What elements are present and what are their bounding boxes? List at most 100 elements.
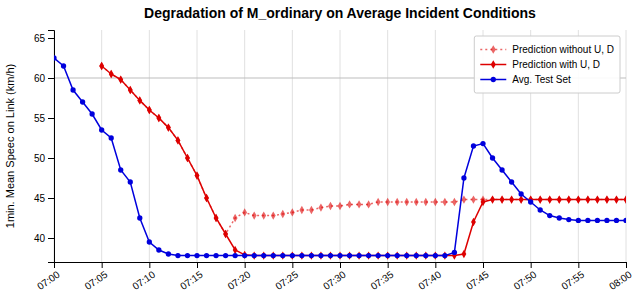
point-marker <box>147 239 152 244</box>
point-marker <box>404 253 409 258</box>
y-tick: 40 <box>34 233 54 244</box>
x-tick-label: 07:25 <box>273 268 300 292</box>
point-marker <box>576 195 581 203</box>
point-marker <box>519 195 524 203</box>
x-tick: 07:05 <box>83 262 110 292</box>
point-marker <box>242 253 247 258</box>
point-marker <box>499 167 504 172</box>
x-tick-mark <box>340 262 341 268</box>
point-marker <box>557 195 562 203</box>
point-marker <box>528 195 533 203</box>
point-marker <box>423 251 428 259</box>
x-tick-mark <box>102 262 103 268</box>
point-marker <box>605 195 610 203</box>
point-marker <box>480 141 485 146</box>
x-tick-mark <box>197 262 198 268</box>
point-marker <box>347 251 352 259</box>
x-grid-line <box>626 30 627 262</box>
y-tick-label: 45 <box>34 193 46 204</box>
legend-marker <box>491 60 496 69</box>
point-marker <box>500 195 505 203</box>
point-marker <box>214 214 219 222</box>
chart-container: 07:0007:0507:1007:1507:2007:2507:3007:35… <box>0 0 640 308</box>
x-tick-mark <box>483 262 484 268</box>
point-marker <box>280 210 285 218</box>
point-marker <box>376 198 381 206</box>
point-marker <box>54 55 57 60</box>
point-marker <box>452 198 457 206</box>
point-marker <box>433 253 438 258</box>
point-marker <box>471 143 476 148</box>
point-marker <box>290 253 295 258</box>
point-marker <box>614 195 619 203</box>
x-tick-label: 07:40 <box>416 268 443 292</box>
point-marker <box>99 127 104 132</box>
legend-item: Prediction with U, D <box>480 59 600 70</box>
point-marker <box>175 253 180 258</box>
x-tick: 07:20 <box>226 262 253 292</box>
point-marker <box>509 195 514 203</box>
point-marker <box>519 195 524 203</box>
point-marker <box>614 195 619 203</box>
point-marker <box>328 251 333 259</box>
point-marker <box>547 195 552 203</box>
x-tick-mark <box>531 262 532 268</box>
x-tick-mark <box>388 262 389 268</box>
point-marker <box>318 253 323 258</box>
point-marker <box>137 96 142 104</box>
point-marker <box>89 111 94 116</box>
y-axis-title: 1min. Mean Speec on Link (km/h) <box>4 64 16 228</box>
y-tick: 45 <box>34 193 54 204</box>
point-marker <box>290 208 295 216</box>
point-marker <box>585 195 590 203</box>
y-tick-label: 60 <box>34 73 46 84</box>
point-marker <box>232 253 237 258</box>
point-marker <box>538 195 543 203</box>
point-marker <box>490 195 495 203</box>
point-marker <box>252 253 257 258</box>
legend-item: Avg. Test Set <box>480 74 571 85</box>
legend-label: Avg. Test Set <box>512 74 571 85</box>
point-marker <box>481 198 486 206</box>
x-grid-line <box>244 30 245 262</box>
x-tick: 07:35 <box>369 262 396 292</box>
point-marker <box>109 70 114 78</box>
point-marker <box>137 215 142 220</box>
point-marker <box>557 195 562 203</box>
legend-marker <box>491 45 496 54</box>
x-tick: 07:40 <box>416 262 443 292</box>
point-marker <box>442 251 447 259</box>
point-marker <box>99 62 104 70</box>
legend-marker <box>491 77 496 82</box>
point-marker <box>528 195 533 203</box>
point-marker <box>357 200 362 208</box>
legend-box <box>474 36 620 93</box>
point-marker <box>433 198 438 206</box>
point-marker <box>223 253 228 258</box>
point-marker <box>271 251 276 259</box>
point-marker <box>194 253 199 258</box>
point-marker <box>128 179 133 184</box>
point-marker <box>347 200 352 208</box>
point-marker <box>338 202 343 210</box>
point-marker <box>338 251 343 259</box>
point-marker <box>423 198 428 206</box>
point-marker <box>595 218 600 223</box>
point-marker <box>185 253 190 258</box>
point-marker <box>147 106 152 114</box>
point-marker <box>271 211 276 219</box>
point-marker <box>566 217 571 222</box>
x-grid-line <box>340 30 341 262</box>
point-marker <box>61 63 66 68</box>
point-marker <box>414 253 419 258</box>
point-marker <box>557 215 562 220</box>
point-marker <box>395 253 400 258</box>
point-marker <box>252 251 257 259</box>
point-marker <box>585 218 590 223</box>
point-marker <box>442 253 447 258</box>
x-tick-label: 07:05 <box>83 268 110 292</box>
point-marker <box>376 251 381 259</box>
point-marker <box>118 75 123 83</box>
x-tick: 07:50 <box>512 262 539 292</box>
chart-svg: 07:0007:0507:1007:1507:2007:2507:3007:35… <box>0 0 640 308</box>
